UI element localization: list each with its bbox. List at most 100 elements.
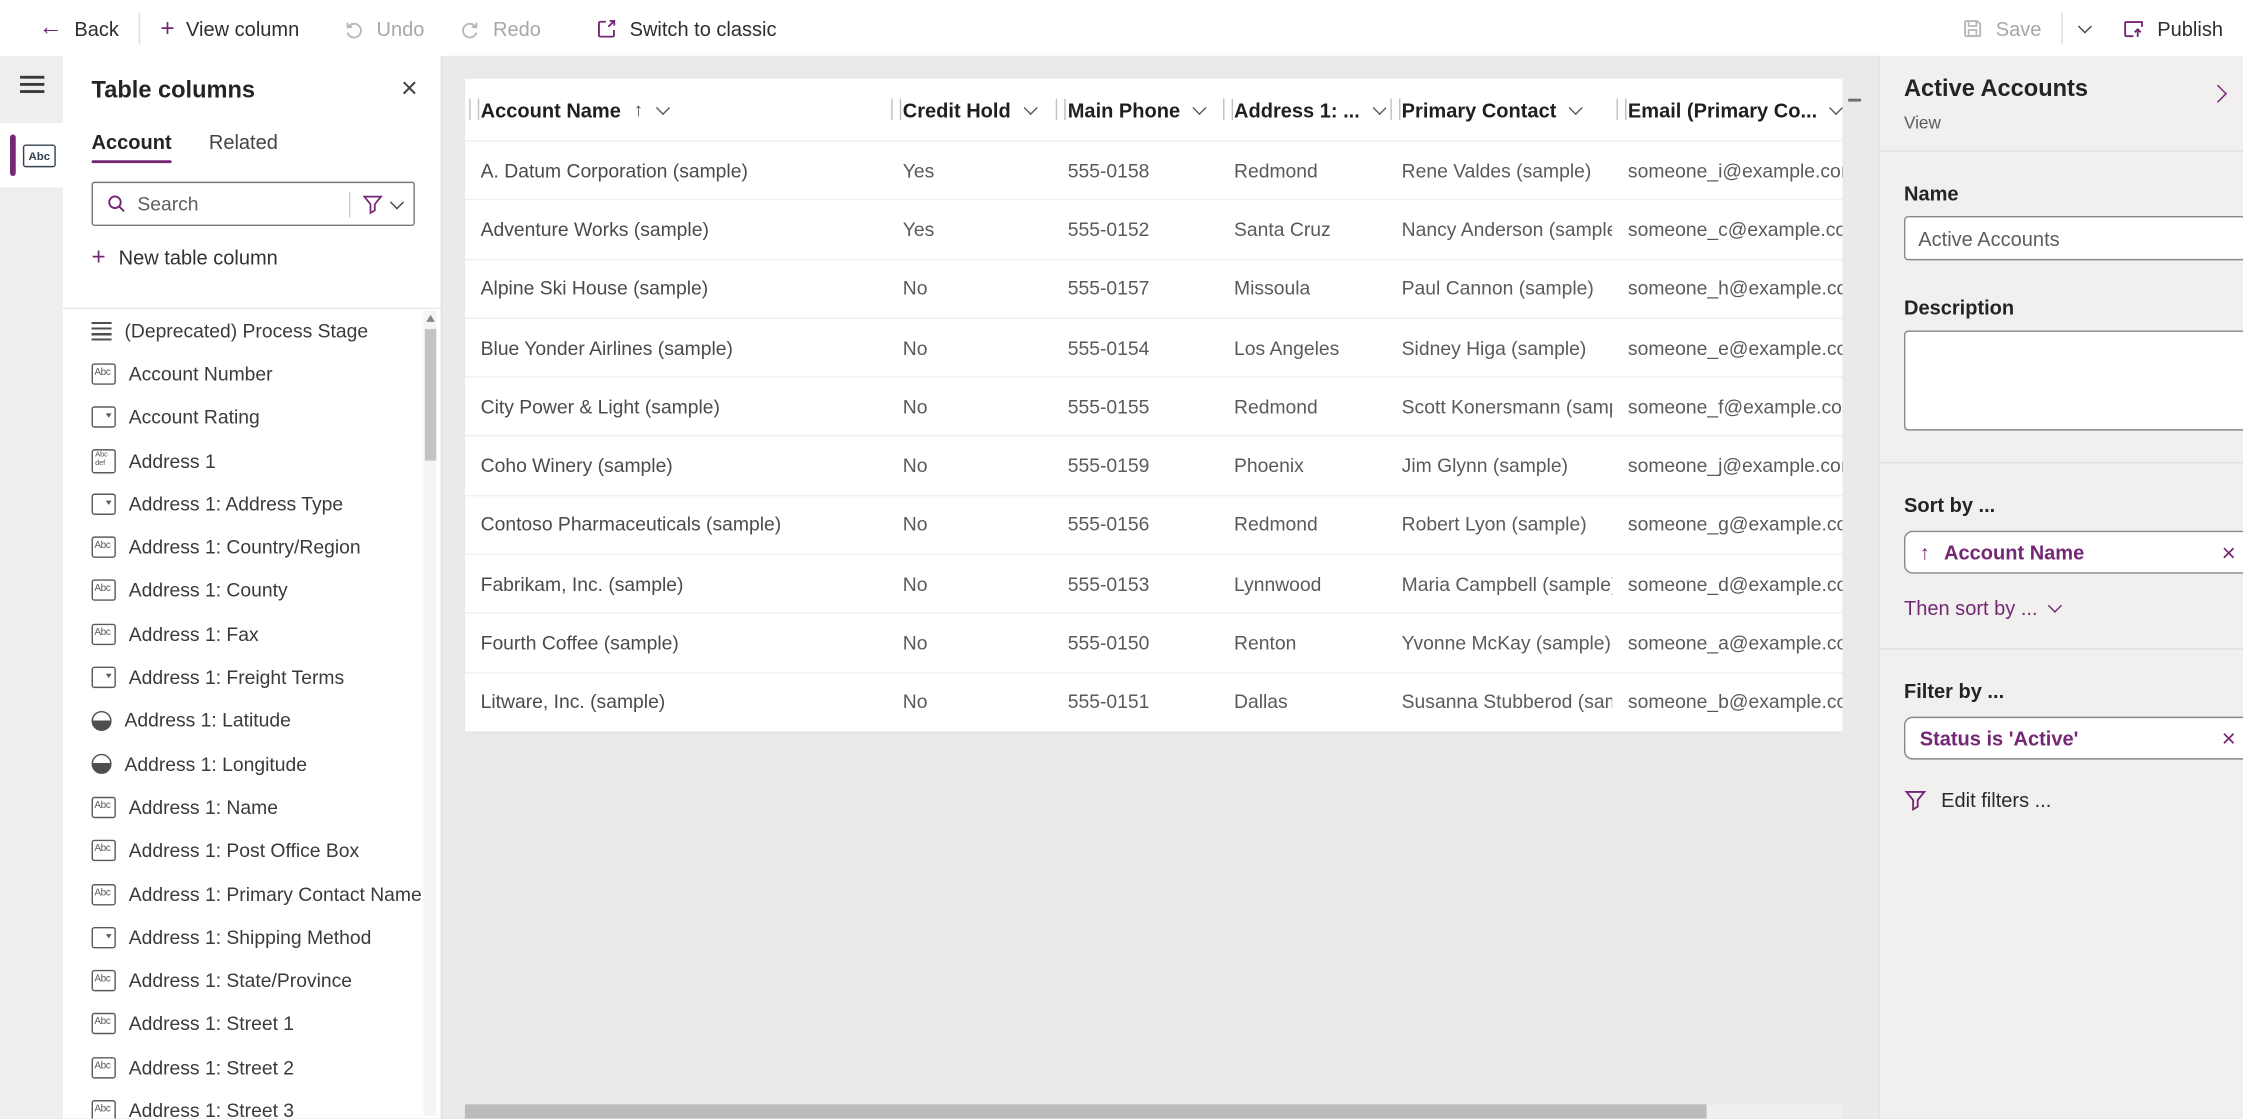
grid-header-primary-contact[interactable]: Primary Contact (1386, 79, 1612, 141)
chevron-down-icon[interactable] (1372, 100, 1386, 115)
chevron-down-icon[interactable] (1022, 100, 1038, 115)
hamburger-menu-icon[interactable] (19, 75, 44, 79)
column-list-item[interactable]: Address 1: Country/Region (63, 526, 441, 569)
cell-address1: Santa Cruz (1234, 218, 1331, 241)
cell-email: someone_e@example.com (1627, 336, 1843, 359)
column-list-item[interactable]: Account Number (63, 352, 441, 395)
column-list-item[interactable]: Address 1 (63, 439, 441, 482)
table-row[interactable]: Litware, Inc. (sample) No 555-0151 Dalla… (464, 673, 1843, 733)
cell-credit-hold: No (902, 395, 928, 418)
grid-header-main-phone[interactable]: Main Phone (1052, 79, 1218, 141)
table-row[interactable]: Fourth Coffee (sample) No 555-0150 Rento… (464, 614, 1843, 674)
table-row[interactable]: Contoso Pharmaceuticals (sample) No 555-… (464, 496, 1843, 556)
column-list-item[interactable]: Address 1: Post Office Box (63, 829, 441, 872)
remove-sort-icon[interactable]: × (2221, 538, 2236, 566)
scrollbar-thumb[interactable] (424, 329, 436, 461)
scroll-up-arrow-icon[interactable] (425, 314, 435, 322)
column-list-item[interactable]: Address 1: Longitude (63, 742, 441, 785)
collapse-panel-chevron[interactable] (2208, 82, 2228, 105)
rail-item-table-columns[interactable]: Abc (0, 123, 63, 188)
column-list-item[interactable]: Address 1: Address Type (63, 482, 441, 525)
column-list-item[interactable]: Address 1: Latitude (63, 699, 441, 742)
publish-button[interactable]: Publish (2104, 0, 2243, 56)
search-divider (349, 190, 351, 217)
filter-icon[interactable] (362, 193, 383, 215)
column-list-item[interactable]: Address 1: Name (63, 786, 441, 829)
save-options-chevron[interactable] (2066, 0, 2105, 56)
panel-divider (1879, 462, 2243, 464)
undo-button[interactable]: Undo (325, 0, 442, 56)
chevron-down-icon[interactable] (1829, 100, 1843, 115)
table-row[interactable]: Alpine Ski House (sample) No 555-0157 Mi… (464, 260, 1843, 319)
column-list-scrollbar[interactable] (423, 310, 437, 1116)
grid-header-email[interactable]: Email (Primary Co... (1612, 79, 1843, 141)
chevron-down-icon[interactable] (1192, 100, 1207, 115)
table-row[interactable]: Fabrikam, Inc. (sample) No 555-0153 Lynn… (464, 555, 1843, 615)
switch-to-classic-button[interactable]: Switch to classic (578, 0, 794, 56)
column-drag-handle-icon[interactable] (469, 98, 480, 121)
cell-primary-contact: Jim Glynn (sample) (1401, 455, 1569, 477)
grid-header-credit-hold[interactable]: Credit Hold (887, 79, 1052, 141)
panel-divider (1879, 150, 2243, 152)
column-list-item[interactable]: Address 1: Primary Contact Name (63, 872, 441, 915)
column-list-item[interactable]: Address 1: County (63, 569, 441, 612)
view-column-button[interactable]: + View column (143, 0, 316, 56)
column-list-item[interactable]: (Deprecated) Process Stage (63, 309, 441, 352)
table-row[interactable]: A. Datum Corporation (sample) Yes 555-01… (464, 142, 1843, 201)
panel-title: Table columns (91, 77, 256, 103)
tab-account[interactable]: Account (91, 130, 172, 164)
table-row[interactable]: Blue Yonder Airlines (sample) No 555-015… (464, 319, 1843, 378)
cell-main-phone: 555-0152 (1067, 218, 1150, 241)
then-sort-by-label: Then sort by ... (1903, 596, 2038, 620)
column-list-item[interactable]: Address 1: State/Province (63, 959, 441, 1002)
column-list-item-label: Address 1: Street 2 (128, 1056, 295, 1079)
column-drag-handle-icon[interactable] (891, 98, 902, 121)
column-drag-handle-icon[interactable] (1056, 98, 1067, 121)
column-list-item[interactable]: Address 1: Freight Terms (63, 656, 441, 699)
column-list-item[interactable]: Address 1: Street 3 (63, 1089, 441, 1119)
close-icon[interactable]: × (400, 72, 418, 105)
scrollbar-thumb[interactable] (464, 1104, 1707, 1119)
sort-chip[interactable]: ↑ Account Name × (1903, 530, 2243, 574)
then-sort-by-link[interactable]: Then sort by ... (1903, 596, 2226, 620)
column-list-item[interactable]: Address 1: Street 2 (63, 1046, 441, 1089)
column-drag-handle-icon[interactable] (1616, 98, 1627, 121)
chevron-down-icon[interactable] (655, 100, 670, 115)
table-row[interactable]: Coho Winery (sample) No 555-0159 Phoenix… (464, 437, 1843, 497)
cell-account-name: Litware, Inc. (sample) (480, 691, 666, 713)
edit-filters-button[interactable]: Edit filters ... (1904, 788, 2226, 811)
column-list-item[interactable]: Address 1: Shipping Method (63, 916, 441, 959)
column-list-item[interactable]: Address 1: Street 1 (63, 1002, 441, 1045)
back-button[interactable]: ← Back (0, 0, 136, 56)
chevron-down-icon[interactable] (1568, 100, 1583, 115)
horizontal-scrollbar[interactable] (464, 1104, 1843, 1119)
cell-account-name: Fourth Coffee (sample) (480, 632, 679, 654)
column-list: (Deprecated) Process Stage Account Numbe… (62, 307, 441, 1119)
table-row[interactable]: City Power & Light (sample) No 555-0155 … (464, 378, 1843, 437)
table-row[interactable]: Adventure Works (sample) Yes 555-0152 Sa… (464, 201, 1843, 260)
cell-primary-contact: Scott Konersmann (sample) (1401, 395, 1613, 418)
save-button[interactable]: Save (1944, 0, 2058, 56)
search-options-chevron[interactable] (389, 194, 413, 209)
column-list-item-label: Account Number (128, 363, 273, 385)
redo-button[interactable]: Redo (442, 0, 559, 56)
undo-icon (346, 21, 363, 38)
cell-address1: Renton (1234, 632, 1297, 654)
column-list-item-label: Address 1: Street 3 (128, 1100, 295, 1119)
tab-related[interactable]: Related (208, 130, 278, 154)
edit-filters-label: Edit filters ... (1941, 788, 2052, 812)
column-drag-handle-icon[interactable] (1390, 98, 1401, 121)
cell-credit-hold: No (902, 514, 928, 536)
column-list-item[interactable]: Account Rating (63, 396, 441, 439)
filter-chip[interactable]: Status is 'Active' × (1903, 716, 2243, 760)
description-field[interactable] (1903, 330, 2243, 431)
column-drag-handle-icon[interactable] (1222, 98, 1233, 121)
new-table-column-button[interactable]: + New table column (63, 226, 441, 286)
remove-filter-icon[interactable]: × (2221, 724, 2236, 752)
search-input[interactable] (137, 193, 350, 215)
column-list-item[interactable]: Address 1: Fax (63, 612, 441, 655)
grid-header-account-name[interactable]: Account Name ↑ (465, 79, 887, 141)
column-list-item-label: Address 1: Shipping Method (128, 926, 372, 949)
grid-header-address1[interactable]: Address 1: ... (1218, 79, 1386, 141)
name-field[interactable] (1903, 216, 2243, 261)
